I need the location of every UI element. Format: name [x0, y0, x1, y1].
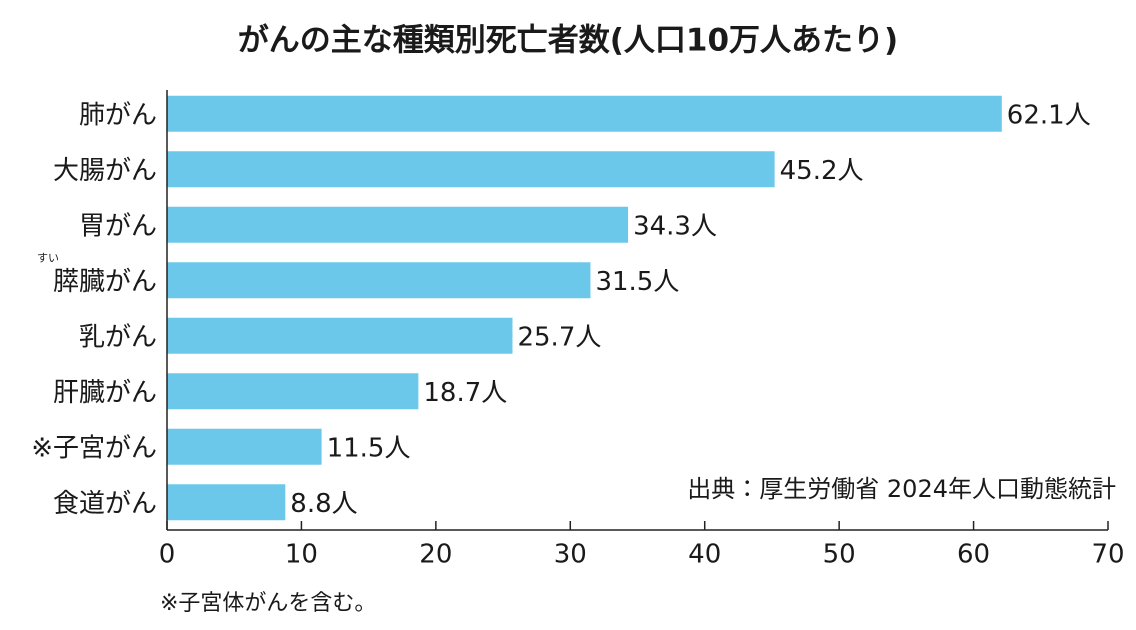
- y-tick-label: 胃がん: [79, 211, 157, 241]
- y-tick-label: 肺がん: [79, 100, 157, 130]
- bar: [167, 373, 419, 410]
- value-label: 45.2人: [780, 156, 864, 186]
- value-label: 34.3人: [633, 211, 717, 241]
- x-tick-label: 10: [285, 540, 318, 570]
- bar: [167, 317, 513, 354]
- y-tick-label: 肝臓がん: [53, 378, 157, 408]
- category-reading: すい: [37, 251, 59, 264]
- y-tick-label: ※子宮がん: [31, 433, 157, 463]
- bar: [167, 206, 629, 243]
- y-tick-label: 食道がん: [53, 489, 157, 519]
- x-tick-label: 60: [957, 540, 990, 570]
- x-tick-label: 40: [688, 540, 721, 570]
- y-tick-label: 膵臓がん: [53, 267, 157, 297]
- footnote: ※子宮体がんを含む。: [160, 591, 376, 616]
- chart-title: がんの主な種類別死亡者数(人口10万人あたり): [238, 23, 898, 59]
- x-tick-label: 20: [419, 540, 452, 570]
- y-tick-label: 乳がん: [79, 322, 157, 352]
- value-label: 25.7人: [517, 322, 601, 352]
- y-tick-label: 大腸がん: [53, 156, 157, 186]
- x-tick-label: 50: [823, 540, 856, 570]
- value-label: 62.1人: [1007, 100, 1091, 130]
- source: 出典：厚生労働省 2024年人口動態統計: [687, 475, 1116, 503]
- bar: [167, 428, 322, 465]
- x-tick-label: 30: [554, 540, 587, 570]
- value-label: 18.7人: [423, 378, 507, 408]
- value-label: 31.5人: [595, 267, 679, 297]
- x-tick-label: 70: [1091, 540, 1124, 570]
- value-label: 11.5人: [327, 433, 411, 463]
- x-tick-label: 0: [159, 540, 176, 570]
- bar: [167, 262, 591, 299]
- bar: [167, 95, 1002, 132]
- bar: [167, 484, 286, 521]
- value-label: 8.8人: [290, 489, 357, 519]
- bar: [167, 151, 775, 188]
